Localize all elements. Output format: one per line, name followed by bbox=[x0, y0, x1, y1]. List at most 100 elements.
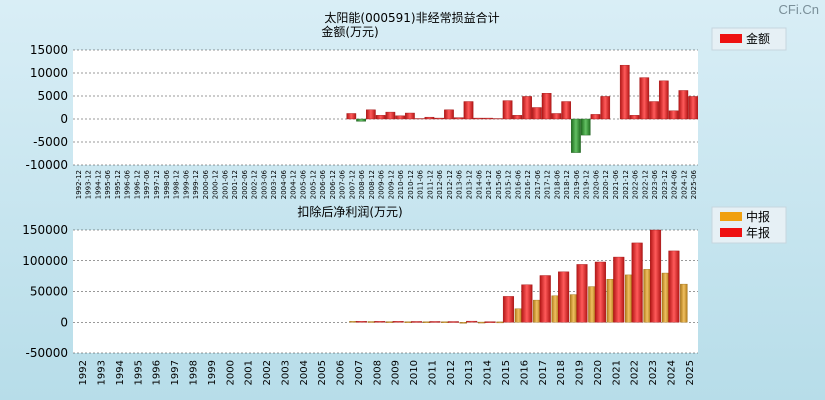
chart2-bar-annual bbox=[392, 321, 404, 323]
chart2-xtick-label: 1999 bbox=[207, 360, 218, 385]
chart2-bar-interim bbox=[349, 321, 357, 323]
chart1-bar bbox=[434, 117, 445, 120]
chart1-xtick-label: 2011-12 bbox=[426, 170, 434, 199]
chart1-bar bbox=[629, 115, 640, 120]
chart2-xtick-label: 2013 bbox=[464, 360, 475, 385]
chart2-title: 扣除后净利润(万元) bbox=[297, 204, 402, 219]
chart1-xtick-label: 1995-12 bbox=[114, 170, 122, 199]
chart2-bar-annual bbox=[539, 275, 551, 323]
chart1-xtick-label: 2007-12 bbox=[348, 170, 356, 199]
chart1-xtick-label: 2017-06 bbox=[534, 169, 542, 199]
chart1-bar bbox=[580, 118, 591, 136]
chart1-xtick-label: 1997-12 bbox=[153, 170, 161, 199]
chart1-bar bbox=[502, 100, 513, 120]
chart2-xtick-label: 2004 bbox=[299, 360, 310, 385]
chart1-plot-area bbox=[73, 50, 698, 165]
chart2-xtick-label: 2008 bbox=[372, 360, 383, 385]
chart2-bar-interim bbox=[386, 321, 394, 323]
chart2-bar-annual bbox=[594, 261, 606, 323]
chart1-xtick-label: 2017-12 bbox=[544, 170, 552, 199]
chart1-bar bbox=[668, 110, 679, 120]
chart1-xtick-label: 1996-06 bbox=[124, 169, 132, 199]
chart1-ytick-label: -5000 bbox=[33, 135, 68, 149]
chart2-bar-annual bbox=[429, 321, 441, 323]
chart2-bar-interim bbox=[459, 322, 467, 324]
chart2-xtick-label: 2000 bbox=[225, 360, 236, 385]
chart1-xtick-label: 2022-12 bbox=[641, 170, 649, 199]
chart1-bar bbox=[541, 93, 552, 120]
chart2-ytick-label: 50000 bbox=[30, 285, 68, 299]
chart1-xtick-label: 1999-12 bbox=[192, 170, 200, 199]
chart1-legend-label: 金额 bbox=[746, 31, 770, 46]
chart1-bar bbox=[600, 96, 611, 120]
chart2-bar-interim bbox=[643, 269, 651, 323]
chart1-xtick-label: 2004-12 bbox=[290, 170, 298, 199]
chart1-xtick-label: 2008-06 bbox=[358, 169, 366, 199]
chart1-bar bbox=[346, 113, 357, 120]
chart2-bar-annual bbox=[668, 250, 680, 323]
chart2-bar-annual bbox=[521, 284, 533, 323]
chart2-bar-annual bbox=[613, 256, 625, 323]
chart2-xtick-label: 2002 bbox=[262, 360, 273, 385]
chart2-bar-interim bbox=[441, 321, 449, 323]
chart1-xtick-label: 2010-06 bbox=[397, 169, 405, 199]
chart1-xtick-label: 2021-12 bbox=[622, 170, 630, 199]
chart1-xtick-label: 1998-12 bbox=[173, 170, 181, 199]
chart1-bar bbox=[395, 115, 405, 120]
chart1-xtick-label: 2016-06 bbox=[514, 169, 522, 199]
chart1-bar bbox=[424, 116, 435, 120]
chart2-ytick-label: -50000 bbox=[25, 346, 68, 360]
chart2-bar-interim bbox=[625, 274, 633, 323]
chart1-xtick-label: 2014-06 bbox=[475, 169, 483, 199]
chart2-bar-interim bbox=[514, 308, 523, 323]
chart1-xtick-label: 2010-12 bbox=[407, 170, 415, 199]
chart1-ytick-label: 5000 bbox=[37, 89, 68, 103]
chart2-xtick-label: 2005 bbox=[317, 360, 328, 385]
chart1-bar bbox=[453, 117, 464, 120]
chart2-bar-annual bbox=[374, 321, 386, 323]
chart2-bar-interim bbox=[661, 272, 670, 323]
chart2-bar-annual bbox=[411, 321, 423, 323]
chart2-bar-interim bbox=[588, 286, 596, 323]
chart1-bar bbox=[571, 118, 581, 153]
chart2-bar-interim bbox=[496, 321, 504, 324]
chart1-bar bbox=[512, 115, 523, 120]
chart2-bar-annual bbox=[447, 321, 459, 323]
chart2-ytick-label: 100000 bbox=[22, 254, 68, 268]
chart2-xtick-label: 2014 bbox=[483, 360, 494, 385]
chart1-bar bbox=[483, 117, 493, 120]
chart2-bar-interim bbox=[404, 321, 412, 323]
chart1-xtick-label: 2002-12 bbox=[251, 170, 259, 199]
chart1-bar bbox=[678, 90, 689, 120]
chart1-ytick-label: -10000 bbox=[25, 158, 68, 172]
chart2-xtick-label: 2001 bbox=[244, 360, 255, 385]
chart1-bar bbox=[356, 118, 366, 122]
chart1-xtick-label: 2020-12 bbox=[602, 170, 610, 199]
chart1-bar bbox=[405, 112, 415, 120]
chart2-bar-annual bbox=[558, 271, 570, 323]
chart2-bar-annual bbox=[355, 321, 367, 323]
chart1-xtick-label: 2022-06 bbox=[632, 169, 640, 199]
chart2-bar-annual bbox=[484, 321, 496, 323]
chart1-xtick-label: 2009-12 bbox=[387, 170, 395, 199]
chart1-xtick-label: 2007-06 bbox=[339, 169, 347, 199]
chart1-xtick-label: 2015-12 bbox=[505, 170, 513, 199]
chart1-bar bbox=[561, 101, 572, 120]
chart1-bar bbox=[551, 113, 562, 120]
chart1-ytick-label: 10000 bbox=[30, 66, 68, 80]
chart1-bar bbox=[532, 107, 542, 120]
chart1-xtick-label: 2020-06 bbox=[592, 169, 600, 199]
chart2-xtick-label: 1996 bbox=[152, 360, 163, 385]
chart1-bar bbox=[463, 101, 474, 120]
chart2-legend-swatch bbox=[720, 228, 742, 237]
chart1-bar bbox=[522, 96, 532, 120]
chart1-bar bbox=[590, 114, 601, 120]
chart1-bar bbox=[375, 115, 386, 120]
chart1-xtick-label: 2006-12 bbox=[329, 170, 337, 199]
chart2-xtick-label: 1992 bbox=[78, 360, 89, 385]
chart1-xtick-label: 1999-06 bbox=[182, 169, 190, 199]
chart2-xtick-label: 2016 bbox=[519, 360, 530, 385]
chart1-xtick-label: 2015-06 bbox=[495, 169, 503, 199]
